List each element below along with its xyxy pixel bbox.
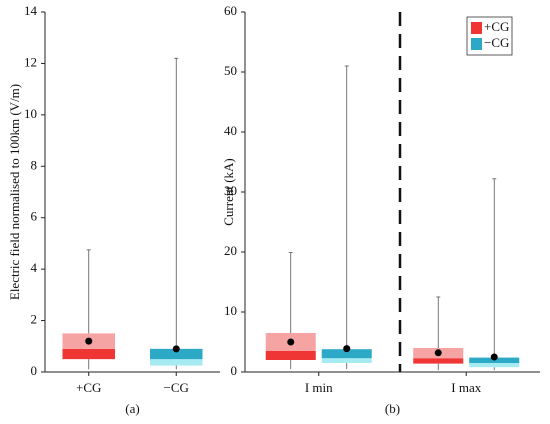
y-tick-label: 60 [224,3,237,18]
y-tick-label: 0 [31,363,38,378]
legend-label: −CG [484,35,509,50]
y-tick-label: 20 [224,243,237,258]
box-lower [413,358,464,364]
y-tick-label: 10 [224,303,237,318]
legend-label: +CG [484,19,509,34]
x-tick-label: +CG [76,380,101,395]
y-tick-label: 4 [31,260,38,275]
mean-dot [343,345,351,353]
mean-dot [172,345,180,353]
mean-dot [85,337,93,345]
y-tick-label: 2 [31,312,38,327]
mean-dot [434,349,442,357]
y-tick-label: 14 [24,3,38,18]
box-lower [62,348,115,360]
y-tick-label: 12 [24,54,37,69]
x-tick-label: I min [305,380,333,395]
y-tick-label: 50 [224,63,237,78]
x-tick-label: I max [451,380,481,395]
legend-swatch [471,38,482,50]
x-tick-label: −CG [164,380,189,395]
y-tick-label: 8 [31,157,38,172]
y-tick-label: 0 [231,363,238,378]
x-axis-label: (b) [385,401,400,416]
box-lower [150,359,203,366]
mean-dot [287,338,295,346]
mean-dot [490,353,498,361]
box-lower [321,358,372,363]
legend-swatch [471,22,482,34]
box-lower [469,363,520,368]
box-upper [150,348,203,360]
y-tick-label: 10 [24,106,37,121]
box-lower [265,351,316,360]
y-tick-label: 40 [224,123,237,138]
y-tick-label: 30 [224,183,237,198]
x-axis-label: (a) [125,401,139,416]
y-axis-label: Electric field normalised to 100km (V/m) [7,84,22,300]
y-tick-label: 6 [31,209,38,224]
box-upper [321,349,372,359]
y-axis-label: Current (kA) [221,158,236,226]
